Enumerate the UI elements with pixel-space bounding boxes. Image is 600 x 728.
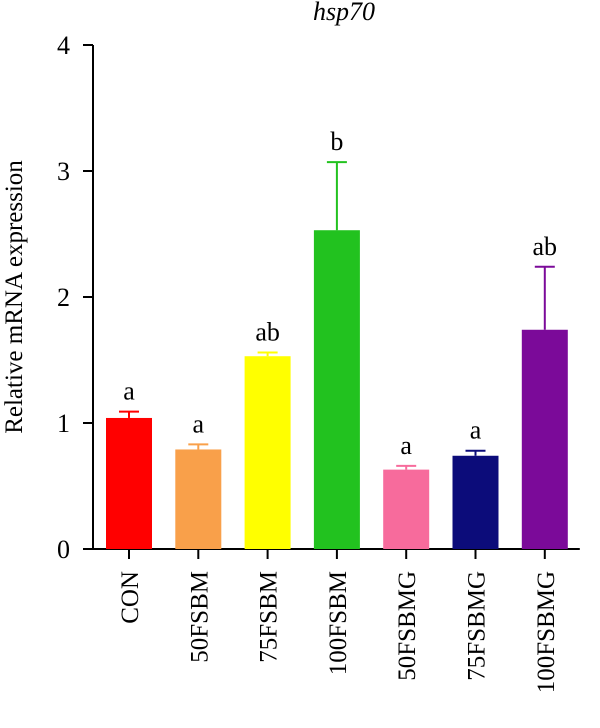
category-label: 75FSBMG xyxy=(464,571,491,681)
category-label: 75FSBM xyxy=(256,571,283,663)
bar[interactable] xyxy=(175,449,222,549)
y-axis-label: Relative mRNA expression xyxy=(1,160,28,434)
significance-label: a xyxy=(470,416,482,445)
bar[interactable] xyxy=(106,417,152,549)
bar[interactable] xyxy=(244,356,291,549)
category-label: 50FSBMG xyxy=(394,571,421,681)
y-tick-label: 1 xyxy=(57,409,70,438)
category-label: 100FSBMG xyxy=(533,571,560,693)
significance-label: a xyxy=(400,431,412,460)
significance-label: ab xyxy=(533,232,558,261)
chart-title: hsp70 xyxy=(313,0,375,26)
bar[interactable] xyxy=(383,469,430,549)
significance-label: a xyxy=(123,377,135,406)
y-tick-label: 2 xyxy=(57,283,70,312)
bars-group xyxy=(106,230,568,549)
significance-label: b xyxy=(330,127,343,156)
category-label: CON xyxy=(117,571,144,624)
category-label: 50FSBM xyxy=(186,571,213,663)
y-tick-label: 4 xyxy=(57,31,70,60)
error-bars-group xyxy=(119,161,555,470)
significance-label: a xyxy=(193,409,205,438)
bar[interactable] xyxy=(313,230,360,549)
labels-group: a CON a 50FSBM ab 75FSBM b 100FSBM a 50FSBMG a 75FS… xyxy=(117,127,560,693)
significance-label: ab xyxy=(255,317,280,346)
y-tick-label: 0 xyxy=(57,535,70,564)
category-label: 100FSBM xyxy=(325,571,352,675)
bar[interactable] xyxy=(452,455,499,549)
bar[interactable] xyxy=(521,329,568,549)
y-tick-label: 3 xyxy=(57,157,70,186)
